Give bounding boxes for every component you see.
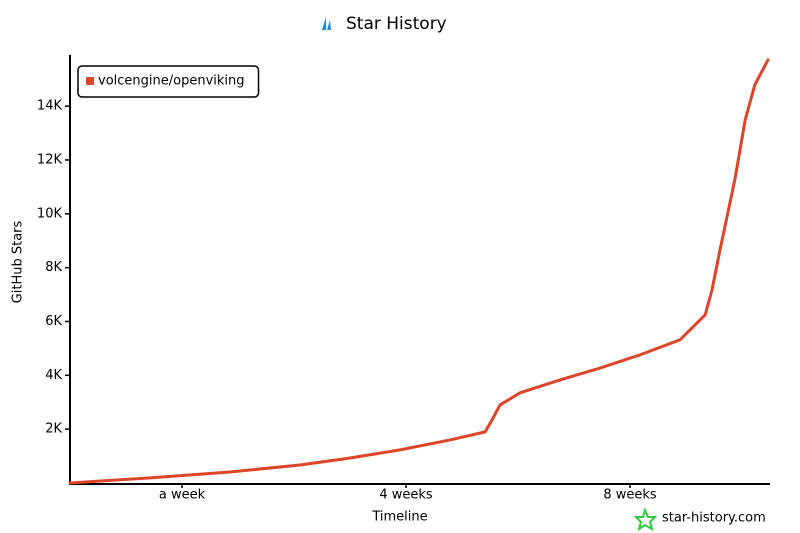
chart-title: Star History — [346, 14, 447, 34]
y-tick-label: 6K — [45, 314, 62, 329]
y-tick-label: 4K — [45, 368, 62, 383]
legend-swatch — [86, 77, 94, 85]
series-line — [68, 58, 770, 485]
y-tick-label: 14K — [37, 99, 63, 114]
x-axis-label: Timeline — [371, 510, 427, 525]
y-tick-label: 12K — [37, 152, 63, 167]
watermark-icon — [633, 507, 658, 532]
legend-label: volcengine/openviking — [98, 74, 245, 89]
x-tick-label: a week — [159, 488, 206, 503]
y-tick-label: 8K — [45, 260, 62, 275]
x-tick-label: 4 weeks — [379, 488, 433, 503]
y-tick-label: 10K — [37, 206, 63, 221]
watermark: star-history.com — [662, 511, 766, 526]
y-tick-label: 2K — [45, 422, 62, 437]
logo — [322, 17, 331, 30]
y-axis-label: GitHub Stars — [11, 220, 26, 303]
x-tick-label: 8 weeks — [603, 488, 657, 503]
legend: volcengine/openviking — [77, 65, 260, 98]
legend-box — [77, 65, 260, 98]
